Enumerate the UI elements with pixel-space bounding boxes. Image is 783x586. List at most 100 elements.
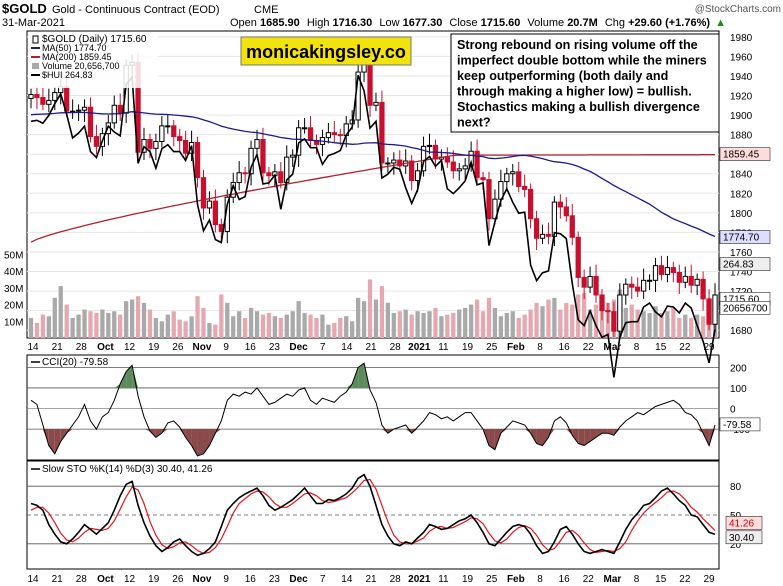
volume-bar [129,299,135,338]
candle-body [510,171,516,175]
volume-bar [480,311,486,338]
x-axis-label-bottom: Feb [507,574,525,585]
x-axis-label: 22 [583,342,595,353]
candle-body [75,109,82,112]
sto-d-value-label: 41.26 [729,518,754,529]
volume-bar [272,316,278,338]
sto-tick-label: 20 [730,540,742,551]
annotation-line: Strong rebound on rising volume off the [457,38,698,52]
legend-hui: $HUI 264.83 [31,70,93,80]
candle-body [605,310,611,313]
cci-oversold-fill [155,429,162,438]
candle-body [486,179,492,220]
x-axis-label-bottom: 11 [438,574,449,585]
volume-value-label: 20656700 [723,303,768,314]
candle-body [551,201,558,237]
annotation-box: Strong rebound on rising volume off the i… [450,33,720,133]
annotation-line: Stochastics making a bullish divergence [457,100,700,114]
x-axis-label: 7 [320,342,326,353]
candle-body [307,127,314,142]
x-axis-label-bottom: Oct [97,574,114,585]
candle-body [480,177,486,181]
volume-bar [350,321,355,338]
volume-bar [296,301,301,338]
candle-body [575,236,581,278]
legend-volume: Volume 20,656,700 [32,61,120,71]
price-tick-label: 1740 [730,268,753,279]
x-axis-label: Feb [507,342,525,353]
x-axis-label-bottom: 19 [148,574,160,585]
svg-text:CCI(20) -79.58: CCI(20) -79.58 [42,357,109,368]
x-axis-label: Nov [193,342,212,353]
legend-gold: $GOLD (Daily) 1715.60 [32,34,147,45]
volume-bar [677,317,682,338]
volume-bar [522,314,527,338]
candle-body [93,136,100,147]
volume-bar [52,297,57,338]
ma200-value-label: 1859.45 [723,150,760,161]
x-axis-label: 19 [462,342,474,353]
volume-bar [171,311,176,338]
cci-legend: CCI(20) -79.58 [31,357,109,368]
candle-body [301,127,308,130]
volume-bar [540,306,545,338]
hui-value-label-bg [719,257,771,271]
candle-body [474,150,480,179]
candle-body [664,267,671,275]
volume-bar [308,314,313,338]
low-label: Low [379,17,399,29]
volume-bar [201,307,206,338]
candle-body [200,177,207,209]
candle-body [629,283,635,288]
x-axis-label: 25 [486,342,498,353]
cci-oversold-fill [572,429,579,444]
candle-body [670,267,677,273]
volume-bar [248,307,254,338]
x-axis-label-bottom: 14 [341,574,353,585]
candle-body [385,162,391,165]
volume-bar [225,302,230,338]
chg-value: +29.60 (+1.76%) [628,17,710,29]
volume-bar [463,307,468,338]
x-axis-label-bottom: 28 [390,574,402,585]
candle-body [420,145,427,172]
volume-bar [177,319,182,338]
candle-body [117,104,123,114]
x-axis-label: 14 [27,342,39,353]
candle-body [40,96,46,105]
price-tick-label: 1840 [730,170,753,181]
candle-body [28,94,34,99]
svg-text:monicakingsley.co: monicakingsley.co [246,42,406,62]
candle-body [444,156,450,163]
volume-bar [683,314,688,338]
volume-bar [260,314,266,338]
candle-body [492,198,498,220]
x-axis-label: 8 [634,342,640,353]
x-axis-label: 15 [655,342,667,353]
cci-value-label: -79.58 [723,420,752,431]
up-arrow-icon: ▲ [715,17,726,29]
candle-body [87,106,94,138]
candle-body [640,279,647,292]
volume-tick-label: 10M [4,317,23,328]
cci-oversold-fill [488,429,495,450]
candle-body [587,275,593,288]
ma200-value-label-bg [719,147,771,161]
volume-bar [94,312,99,338]
legend-ma200: MA(200) 1859.45 [31,52,112,62]
candle-body [379,101,385,164]
volume-bar [421,312,426,338]
chart-date: 31-Mar-2021 [2,17,65,29]
x-axis-label: Dec [289,342,308,353]
svg-text:Volume 20,656,700: Volume 20,656,700 [42,61,120,71]
volume-bar [534,302,539,338]
volume-bar [242,317,248,338]
candle-body [450,161,456,172]
volume-bar [355,297,361,338]
volume-bar [219,294,224,338]
volume-bar [284,314,289,338]
cci-oversold-fill [144,429,150,432]
volume-bar [46,316,51,338]
x-axis-label-bottom: 16 [245,574,257,585]
x-axis-label-bottom: 23 [269,574,281,585]
